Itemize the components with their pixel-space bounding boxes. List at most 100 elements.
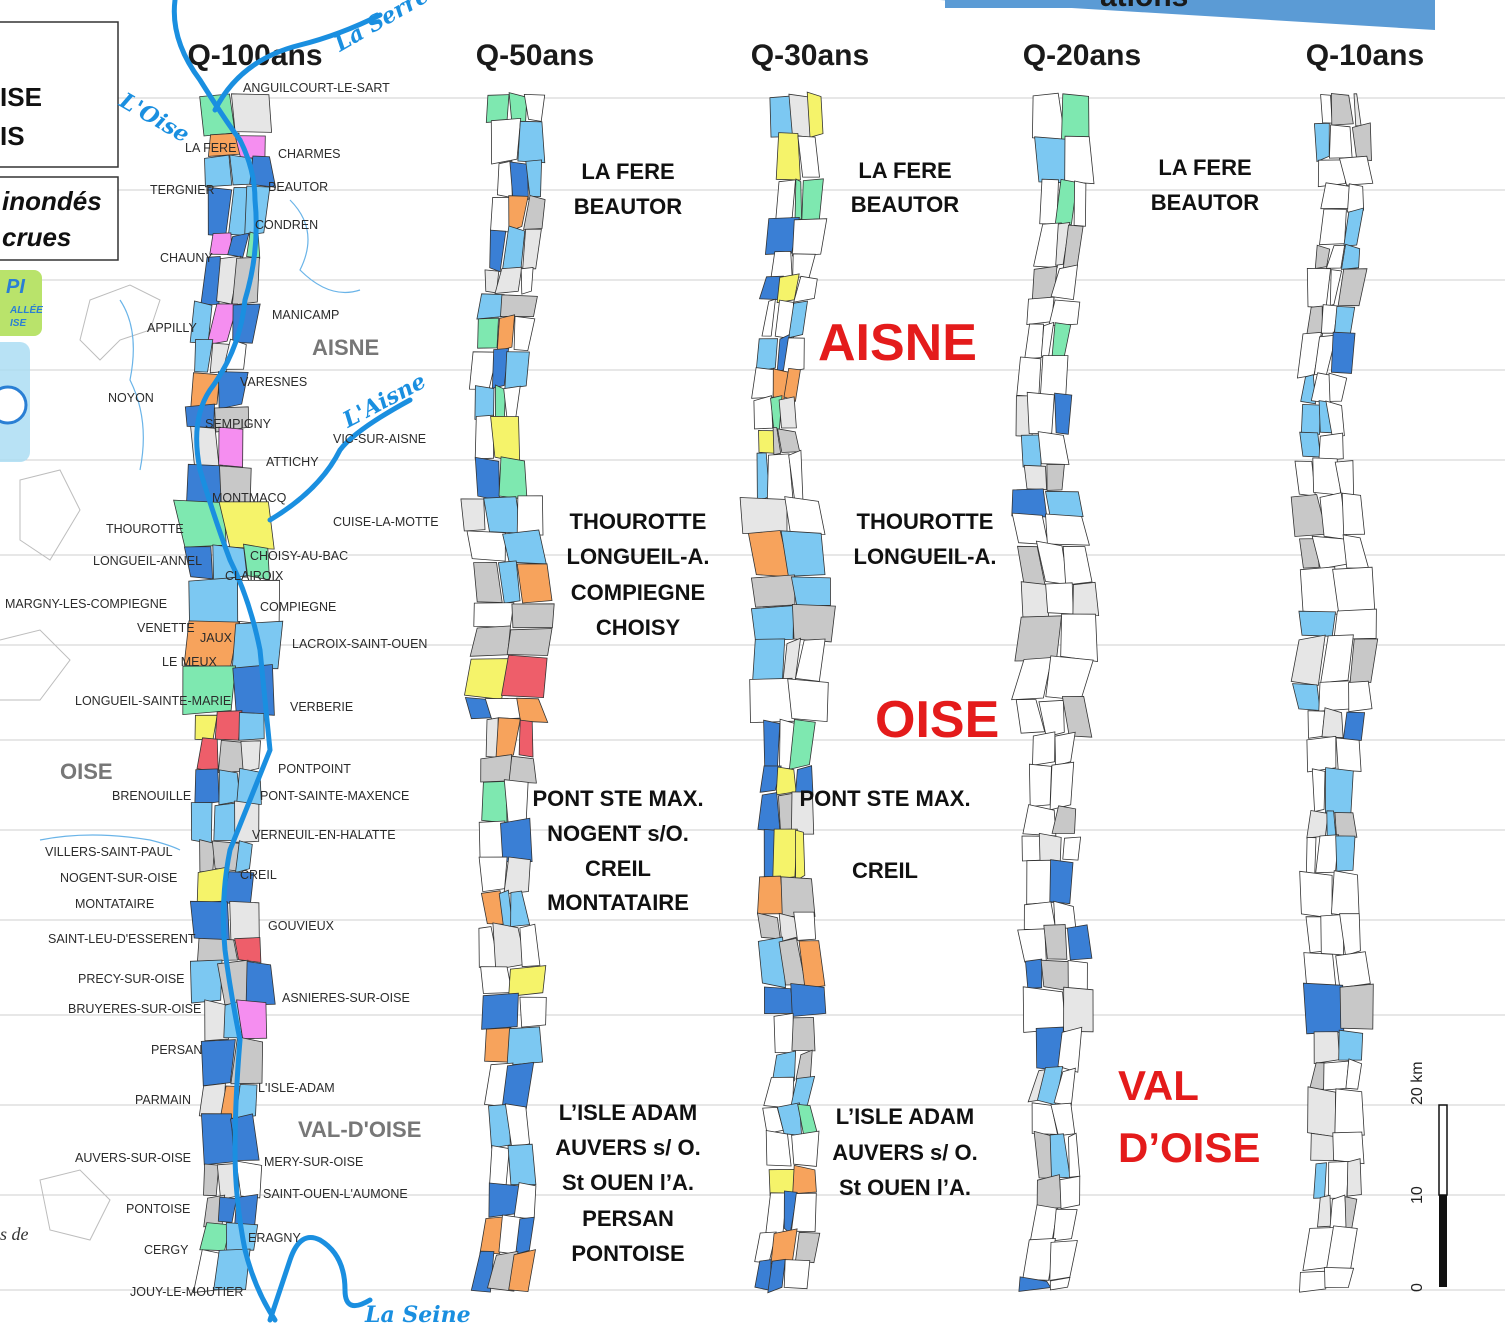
commune-polygon (757, 936, 786, 989)
commune-polygon (1338, 155, 1374, 186)
commune-polygon (795, 1231, 821, 1264)
commune-polygon (801, 178, 824, 221)
dept-red-oise: OISE (875, 691, 999, 749)
rivers (171, 0, 413, 1323)
commune-polygon (1320, 182, 1352, 210)
commune-polygon (511, 603, 555, 629)
commune-polygon (1318, 680, 1352, 712)
town-label: ATTICHY (266, 455, 319, 469)
commune-polygon (1073, 180, 1087, 227)
q50-city: COMPIEGNE (571, 580, 705, 605)
commune-polygon (775, 132, 801, 181)
commune-polygon (510, 890, 531, 928)
commune-polygon (794, 765, 814, 797)
commune-polygon (1319, 208, 1347, 246)
town-label: CHOISY-AU-BAC (250, 549, 348, 563)
commune-polygon (1054, 731, 1076, 767)
commune-polygon (1043, 924, 1068, 960)
commune-polygon (1022, 986, 1067, 1033)
commune-polygon (473, 561, 503, 603)
commune-polygon (775, 179, 796, 223)
commune-polygon (1321, 707, 1344, 739)
commune-polygon (1342, 711, 1366, 741)
commune-polygon (1045, 655, 1094, 701)
commune-polygon (765, 1130, 792, 1167)
commune-polygon (491, 347, 510, 389)
q30-city: LA FERE (858, 158, 951, 183)
commune-polygon (1052, 1208, 1078, 1242)
commune-polygon (1059, 1175, 1081, 1210)
commune-polygon (1026, 391, 1055, 435)
commune-polygon (1049, 761, 1075, 811)
commune-polygon (1328, 124, 1353, 159)
logo-sub-1: ALLÉE (9, 303, 43, 316)
commune-polygon (507, 1143, 537, 1186)
town-label: PONTOISE (126, 1202, 190, 1216)
commune-polygon (1339, 913, 1361, 957)
town-label: APPILLY (147, 321, 197, 335)
commune-polygon (790, 1192, 817, 1233)
commune-polygon (755, 338, 779, 373)
commune-polygon (784, 496, 826, 536)
commune-polygon (1335, 835, 1356, 872)
commune-polygon (791, 1017, 816, 1052)
epi-logo: PI ALLÉE ISE (0, 270, 43, 462)
commune-polygon (793, 911, 817, 941)
commune-polygon (480, 966, 513, 994)
river-label-seine: La Seine (364, 1302, 471, 1328)
q50-city: MONTATAIRE (547, 890, 689, 915)
commune-polygon (1303, 952, 1337, 988)
commune-polygon (489, 229, 507, 273)
commune-polygon (1326, 810, 1337, 837)
commune-polygon (1023, 464, 1048, 491)
commune-polygon (763, 1076, 795, 1109)
background-map-outlines (0, 284, 161, 1241)
scale-label-0: 0 (1409, 1283, 1426, 1292)
commune-polygon (503, 779, 529, 824)
commune-polygon (240, 740, 261, 773)
commune-polygon (200, 1039, 236, 1087)
town-label: CUISE-LA-MOTTE (333, 515, 439, 529)
dept-label-valdoise: VAL-D'OISE (298, 1117, 421, 1142)
town-label: MONTMACQ (212, 491, 287, 505)
background-streams (39, 199, 361, 851)
commune-polygon (753, 395, 774, 430)
commune-polygon (1063, 986, 1094, 1033)
commune-polygon (770, 250, 793, 279)
commune-polygon (790, 791, 815, 835)
logo-sub-2: ISE (10, 318, 26, 329)
town-label: GOUVIEUX (268, 919, 335, 933)
logo-text: PI (6, 276, 25, 298)
commune-polygon (1325, 400, 1345, 438)
commune-polygon (1302, 982, 1345, 1035)
commune-polygon (1022, 804, 1057, 837)
department-labels-red: AISNE OISE VAL D’OISE (818, 314, 1260, 1171)
commune-polygon (1347, 183, 1365, 213)
commune-polygon (500, 817, 533, 863)
commune-polygon (508, 755, 537, 784)
town-label: PRECY-SUR-OISE (78, 972, 185, 986)
commune-polygon (501, 1061, 535, 1110)
commune-polygon (1333, 608, 1377, 640)
commune-polygon (1037, 431, 1070, 465)
commune-polygon (1349, 638, 1379, 683)
strip-map-q30 (739, 91, 836, 1294)
commune-polygon (1017, 928, 1047, 963)
town-label: VARESNES (240, 375, 307, 389)
commune-polygon (1054, 178, 1078, 226)
commune-polygon (1060, 613, 1098, 662)
commune-polygon (1034, 136, 1067, 184)
commune-polygon (490, 415, 521, 463)
dept-label-aisne: AISNE (312, 335, 379, 360)
commune-polygon (797, 135, 820, 178)
commune-polygon (504, 351, 530, 390)
commune-polygon (1014, 615, 1062, 662)
commune-polygon (757, 792, 781, 832)
commune-polygon (1305, 837, 1317, 876)
commune-polygon (1342, 534, 1370, 570)
town-label: VIC-SUR-AISNE (333, 432, 426, 446)
commune-polygon (483, 496, 522, 534)
commune-polygon (519, 923, 541, 968)
commune-polygon (790, 576, 831, 607)
